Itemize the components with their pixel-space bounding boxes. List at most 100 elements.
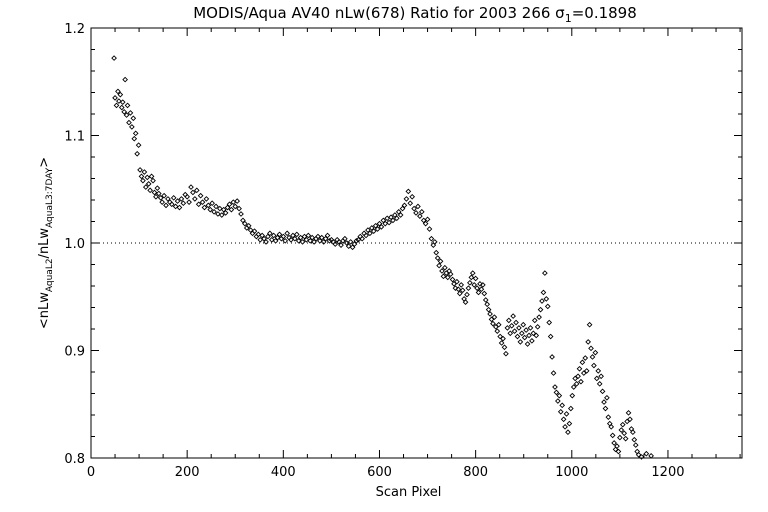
- data-point: [338, 242, 344, 248]
- data-point: [161, 192, 167, 199]
- data-point: [635, 451, 642, 458]
- data-point: [552, 384, 558, 390]
- data-point: [213, 203, 219, 210]
- data-point: [380, 217, 387, 224]
- data-point: [516, 325, 522, 331]
- data-point: [575, 373, 581, 380]
- data-point: [151, 189, 158, 196]
- data-point: [542, 270, 548, 276]
- data-point: [315, 233, 321, 240]
- data-point: [311, 239, 317, 245]
- y-axis-label-sub1: AquaL2: [45, 258, 55, 292]
- data-point: [632, 442, 639, 448]
- data-point: [570, 384, 577, 390]
- x-tick-label: 200: [175, 465, 200, 480]
- x-tick-label: 600: [367, 465, 392, 480]
- data-point: [365, 227, 371, 233]
- data-point: [456, 290, 463, 297]
- data-point: [573, 380, 580, 387]
- data-point: [608, 423, 615, 430]
- data-point: [471, 282, 478, 288]
- data-point: [324, 232, 331, 239]
- data-point: [130, 115, 137, 122]
- data-point: [135, 142, 142, 149]
- data-point: [615, 448, 622, 455]
- data-point: [309, 234, 316, 241]
- data-point: [630, 429, 636, 436]
- data-point: [498, 340, 505, 346]
- data-point: [326, 238, 333, 244]
- data-point: [562, 423, 568, 430]
- data-point: [186, 199, 192, 205]
- data-point: [251, 228, 258, 235]
- data-point: [370, 228, 377, 235]
- data-point: [401, 202, 408, 209]
- data-point: [205, 202, 212, 209]
- data-point: [619, 421, 626, 428]
- data-point: [567, 405, 574, 412]
- data-point: [422, 220, 429, 227]
- data-point: [437, 258, 444, 265]
- data-point: [222, 210, 229, 216]
- data-points: [111, 55, 654, 460]
- y-axis: 0.8 0.9 1.0 1.1 1.2: [64, 22, 742, 467]
- data-point: [439, 268, 445, 274]
- data-point: [534, 324, 541, 330]
- data-point: [209, 200, 215, 207]
- data-point: [145, 181, 152, 187]
- data-point: [569, 392, 576, 399]
- data-point: [388, 214, 394, 221]
- data-point: [500, 335, 506, 342]
- chart-title: MODIS/Aqua AV40 nLw(678) Ratio for 2003 …: [193, 4, 637, 25]
- y-axis-label: <nLwAquaL2/nLwAquaL3:7DAY>: [37, 157, 55, 329]
- data-point: [367, 230, 373, 237]
- data-point: [131, 135, 138, 142]
- data-point: [242, 220, 248, 227]
- data-point: [232, 203, 239, 210]
- data-point: [444, 274, 451, 281]
- data-point: [299, 239, 306, 245]
- data-point: [514, 333, 521, 340]
- data-point: [282, 238, 289, 244]
- data-point: [504, 325, 511, 331]
- y-axis-label-mid: /nLw: [37, 228, 52, 259]
- data-point: [596, 380, 603, 387]
- data-point: [599, 388, 606, 395]
- data-point: [197, 192, 204, 199]
- data-point: [477, 281, 483, 287]
- data-point: [124, 102, 131, 109]
- data-point: [539, 298, 545, 304]
- data-point: [543, 296, 550, 302]
- data-point: [553, 389, 560, 396]
- x-tick-label: 800: [463, 465, 488, 480]
- y-axis-label-close: >: [37, 157, 52, 168]
- data-point: [565, 429, 571, 436]
- plot-frame: [90, 27, 743, 459]
- data-point: [320, 239, 327, 245]
- data-point: [593, 375, 600, 382]
- data-point: [293, 231, 300, 238]
- data-point: [184, 193, 190, 200]
- x-tick-label: 400: [271, 465, 296, 480]
- data-point: [609, 432, 616, 439]
- data-point: [490, 320, 496, 327]
- data-point: [417, 213, 423, 219]
- data-point: [345, 243, 352, 250]
- plot-area: [90, 27, 743, 459]
- data-point: [126, 119, 132, 126]
- data-point: [127, 110, 134, 116]
- data-point: [520, 321, 527, 328]
- data-point: [129, 124, 135, 130]
- data-point: [605, 414, 612, 420]
- data-point: [155, 190, 162, 197]
- data-point: [487, 311, 493, 317]
- data-point: [332, 241, 339, 247]
- data-point: [452, 285, 459, 291]
- data-point: [122, 76, 128, 83]
- x-tick-label: 0: [87, 465, 95, 480]
- chart-title-subscript: 1: [565, 12, 572, 25]
- data-point: [407, 200, 414, 207]
- data-point: [578, 378, 584, 385]
- x-tick-label: 1200: [651, 465, 684, 480]
